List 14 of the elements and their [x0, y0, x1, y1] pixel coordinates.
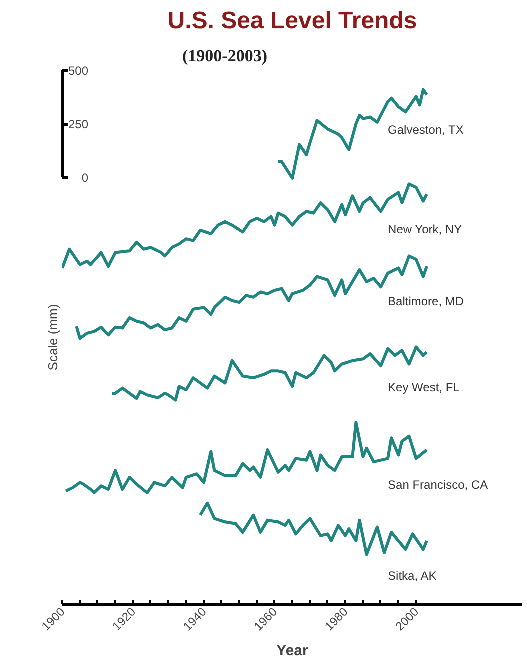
x-axis-title: Year	[276, 642, 309, 660]
series-label: Sitka, AK	[388, 569, 437, 584]
series-label: San Francisco, CA	[388, 478, 488, 492]
chart-subtitle: (1900-2003)	[182, 46, 268, 66]
y-tick-label: 250	[68, 118, 89, 132]
line-series	[199, 502, 428, 556]
series-label: Key West, FL	[388, 380, 460, 394]
series-label: Baltimore, MD	[388, 294, 464, 309]
y-tick-label: 0	[82, 171, 89, 186]
y-tick-label: 500	[68, 64, 89, 78]
chart-title: U.S. Sea Level Trends	[168, 8, 418, 34]
series-label: Galveston, TX	[388, 122, 464, 137]
series-label: New York, NY	[388, 222, 462, 236]
y-axis-title: Scale (mm)	[45, 304, 60, 371]
